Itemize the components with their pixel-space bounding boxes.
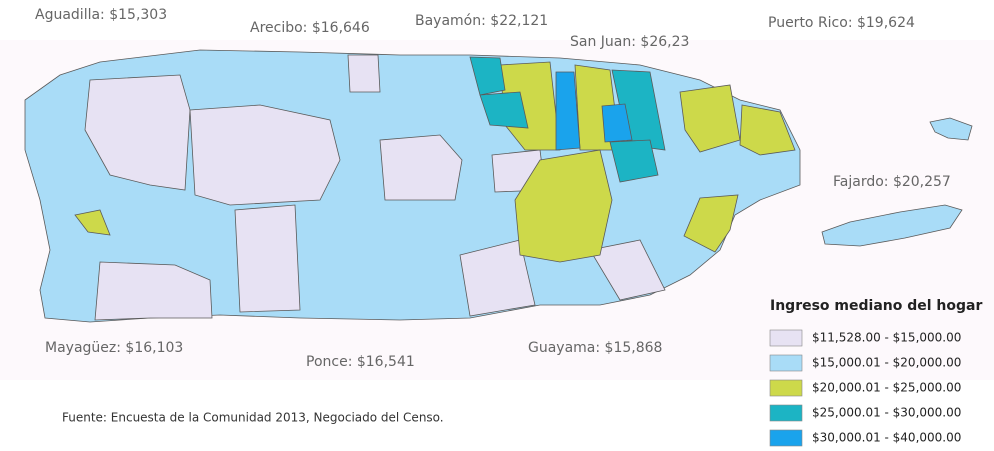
legend-swatch bbox=[769, 354, 803, 372]
region bbox=[609, 139, 659, 183]
legend: $11,528.00 - $15,000.00 $15,000.01 - $20,… bbox=[769, 329, 961, 447]
region bbox=[459, 239, 536, 317]
municipalities bbox=[24, 49, 973, 323]
source: Fuente: Encuesta de la Comunidad 2013, N… bbox=[62, 411, 444, 425]
region bbox=[379, 134, 463, 201]
legend-label: $11,528.00 - $15,000.00 bbox=[812, 331, 961, 345]
region bbox=[234, 204, 301, 313]
region bbox=[94, 261, 213, 321]
region bbox=[347, 54, 381, 93]
legend-swatch bbox=[769, 329, 803, 347]
city-label: Guayama: $15,868 bbox=[528, 340, 662, 356]
region bbox=[514, 149, 613, 263]
region bbox=[74, 209, 111, 236]
culebra bbox=[929, 117, 973, 141]
legend-label: $15,000.01 - $20,000.00 bbox=[812, 356, 961, 370]
region bbox=[589, 239, 666, 301]
legend-swatch bbox=[769, 379, 803, 397]
region bbox=[683, 194, 739, 253]
legend-label: $25,000.01 - $30,000.00 bbox=[812, 406, 961, 420]
city-label: Arecibo: $16,646 bbox=[250, 20, 370, 36]
vieques bbox=[821, 204, 963, 247]
region bbox=[601, 103, 633, 143]
region bbox=[469, 56, 506, 96]
city-label: Ponce: $16,541 bbox=[306, 354, 415, 370]
region bbox=[739, 104, 796, 156]
city-label: Fajardo: $20,257 bbox=[833, 174, 951, 190]
city-label: Bayamón: $22,121 bbox=[415, 13, 548, 29]
legend-label: $20,000.01 - $25,000.00 bbox=[812, 381, 961, 395]
legend-swatch bbox=[769, 429, 803, 447]
legend-label: $30,000.01 - $40,000.00 bbox=[812, 431, 961, 445]
legend-swatch bbox=[769, 404, 803, 422]
city-label: Mayagüez: $16,103 bbox=[45, 340, 183, 356]
region bbox=[84, 74, 191, 191]
region bbox=[679, 84, 741, 153]
legend-title: Ingreso mediano del hogar bbox=[770, 298, 982, 314]
region bbox=[555, 71, 581, 151]
city-labels: Aguadilla: $15,303 Arecibo: $16,646 Baya… bbox=[35, 7, 951, 370]
city-label: San Juan: $26,23 bbox=[570, 34, 689, 50]
city-label: Aguadilla: $15,303 bbox=[35, 7, 167, 23]
region bbox=[479, 91, 529, 129]
city-label: Puerto Rico: $19,624 bbox=[768, 15, 915, 31]
region bbox=[189, 104, 341, 206]
